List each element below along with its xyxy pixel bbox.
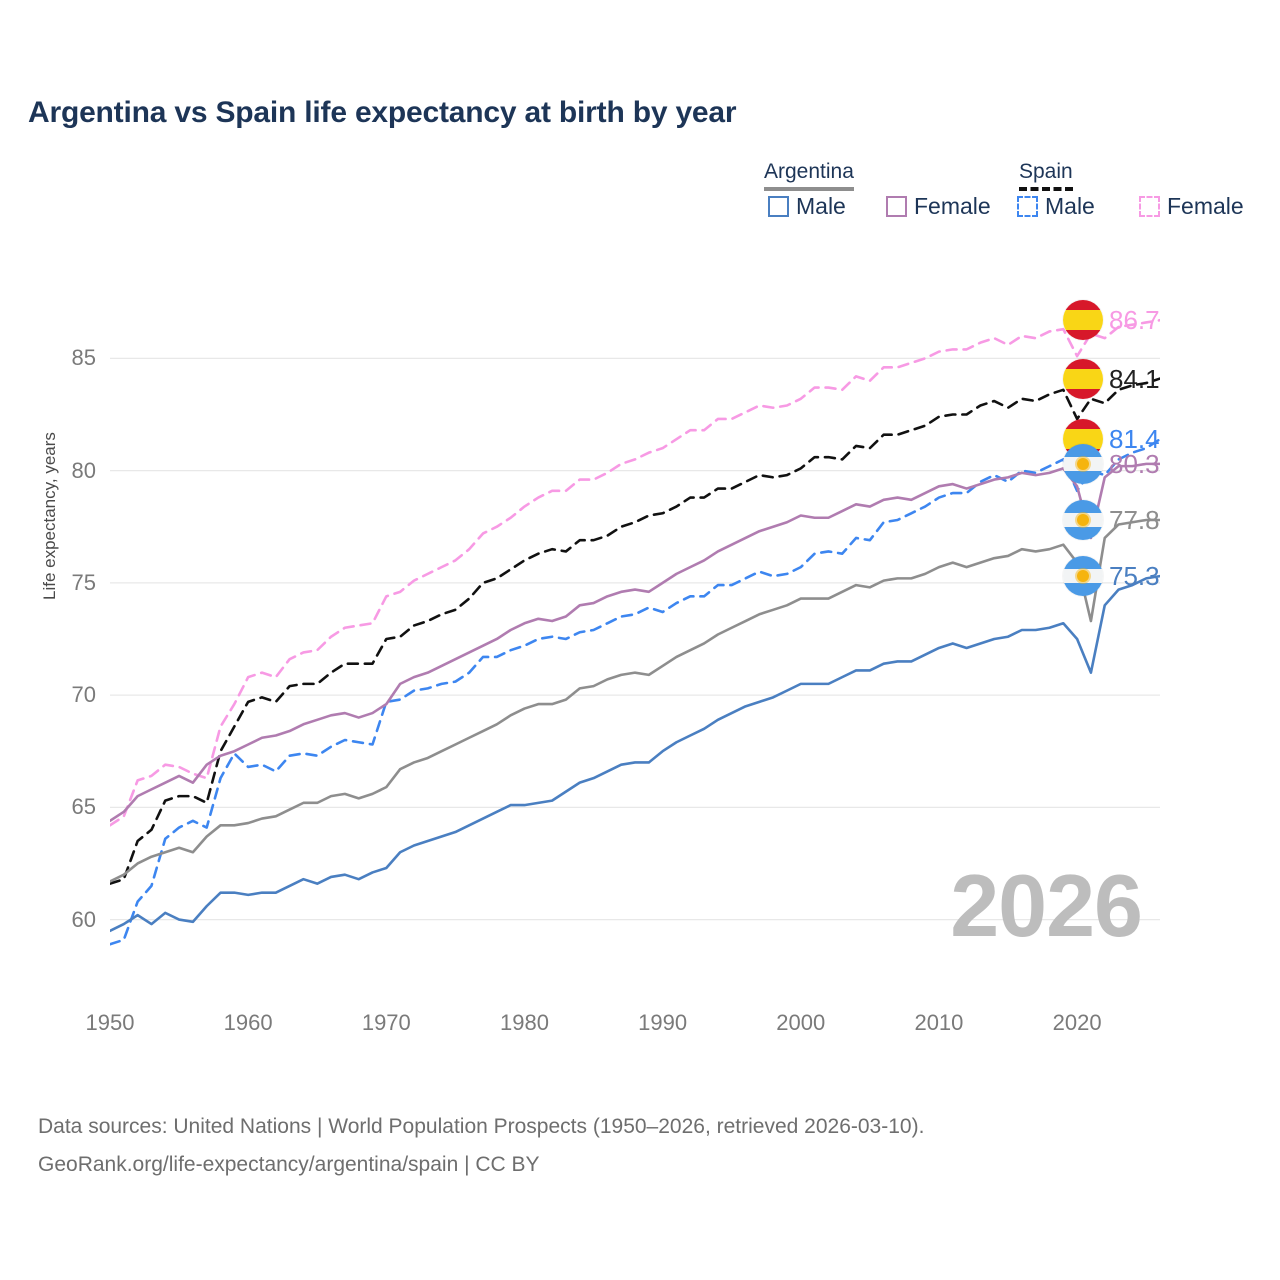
- y-axis-tick: 75: [71, 569, 96, 595]
- chart-legend: Argentina Spain Male Female Male: [764, 160, 1254, 240]
- end-label-value: 84.1: [1109, 363, 1160, 394]
- end-label-84.1: 84.1: [1063, 358, 1160, 399]
- legend-item-spain-male[interactable]: Male: [1017, 194, 1095, 218]
- plot-area: Life expectancy, years 60 65 70 75 80 85 1950…: [40, 300, 1160, 1035]
- legend-item-spain-female[interactable]: Female: [1139, 194, 1244, 218]
- footer-data-sources: Data sources: United Nations | World Pop…: [38, 1115, 925, 1138]
- y-axis-tick: 80: [71, 457, 96, 483]
- series-line-argentina-total[interactable]: [110, 518, 1160, 883]
- end-label-80.3: 80.3: [1063, 443, 1160, 484]
- x-axis-tick: 1980: [499, 1010, 549, 1035]
- x-axis-tick: 1970: [361, 1010, 411, 1035]
- x-axis-tick: 1950: [85, 1010, 135, 1035]
- end-label-75.3: 75.3: [1063, 556, 1160, 597]
- x-axis-tick: 2010: [914, 1010, 964, 1035]
- legend-item-argentina-male[interactable]: Male: [768, 194, 846, 218]
- y-axis-tick: 70: [71, 682, 96, 708]
- legend-country-row: Argentina Spain: [764, 160, 1254, 194]
- end-label-value: 86.7: [1109, 305, 1160, 336]
- series-line-spain-total[interactable]: [110, 377, 1160, 885]
- y-axis-tick: 85: [71, 345, 96, 371]
- end-label-86.7: 86.7: [1063, 300, 1160, 341]
- legend-country-argentina[interactable]: Argentina: [764, 160, 854, 191]
- spain-flag-icon: [1063, 300, 1103, 341]
- spain-flag-icon: [1063, 358, 1103, 399]
- end-label-value: 80.3: [1109, 448, 1160, 479]
- y-axis-title: Life expectancy, years: [40, 432, 59, 600]
- end-label-value: 81.4: [1109, 424, 1160, 455]
- legend-spain-line-style-icon: [1019, 187, 1073, 191]
- x-axis-tick: 1960: [223, 1010, 273, 1035]
- x-axis-tick: 2020: [1052, 1010, 1102, 1035]
- x-axis-tick: 2000: [776, 1010, 826, 1035]
- argentina-flag-icon: [1063, 443, 1103, 484]
- legend-item-spain-male-label: Male: [1045, 193, 1095, 219]
- series-line-argentina-male[interactable]: [110, 574, 1160, 933]
- y-axis-tick: 60: [71, 906, 96, 932]
- year-watermark: 2026: [950, 856, 1143, 955]
- legend-swatch-spain-female-icon: [1139, 195, 1160, 217]
- legend-country-argentina-label: Argentina: [764, 160, 854, 183]
- legend-item-argentina-male-label: Male: [796, 193, 846, 219]
- series-line-spain-male[interactable]: [110, 437, 1160, 946]
- end-label-value: 75.3: [1109, 561, 1160, 592]
- legend-item-argentina-female[interactable]: Female: [886, 194, 991, 218]
- legend-country-spain[interactable]: Spain: [1019, 160, 1073, 191]
- y-axis-tick: 65: [71, 794, 96, 820]
- chart-plot-svg: [110, 318, 1160, 946]
- x-axis-tick: 1990: [638, 1010, 688, 1035]
- argentina-flag-icon: [1063, 556, 1103, 597]
- page-title: Argentina vs Spain life expectancy at bi…: [28, 96, 737, 129]
- legend-swatch-spain-male-icon: [1017, 195, 1038, 217]
- legend-argentina-line-style-icon: [764, 187, 854, 191]
- argentina-flag-icon: [1063, 500, 1103, 540]
- legend-swatch-argentina-male-icon: [768, 195, 789, 217]
- legend-series-row: Male Female Male Female: [764, 194, 1254, 234]
- footer-attribution: GeoRank.org/life-expectancy/argentina/sp…: [38, 1153, 540, 1176]
- end-label-value: 77.8: [1109, 505, 1160, 535]
- series-line-argentina-female[interactable]: [110, 462, 1160, 823]
- end-label-77.8: 77.8: [1063, 500, 1160, 540]
- footer: Data sources: United Nations | World Pop…: [38, 1108, 1238, 1184]
- legend-item-argentina-female-label: Female: [914, 193, 991, 219]
- legend-country-spain-label: Spain: [1019, 160, 1073, 183]
- legend-swatch-argentina-female-icon: [886, 195, 907, 217]
- series-line-spain-female[interactable]: [110, 318, 1160, 827]
- legend-item-spain-female-label: Female: [1167, 193, 1244, 219]
